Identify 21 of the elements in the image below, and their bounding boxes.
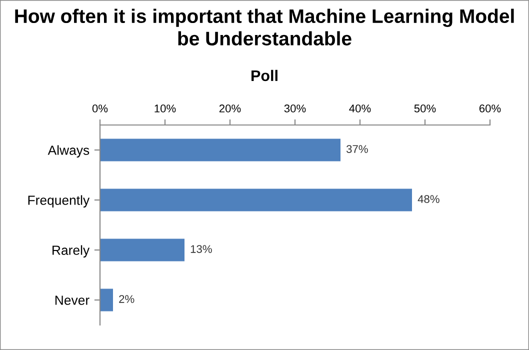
y-tick-label: Frequently (28, 195, 90, 208)
x-tick-label: 20% (219, 104, 241, 112)
data-label: 2% (119, 295, 134, 303)
x-tick-label: 50% (414, 104, 436, 112)
bar (100, 188, 412, 212)
bar (100, 288, 113, 312)
data-label: 13% (190, 245, 212, 253)
x-tick-label: 60% (479, 104, 501, 112)
y-tick-label: Rarely (52, 245, 90, 258)
data-label: 48% (418, 195, 440, 203)
y-tick-label: Always (48, 145, 90, 158)
x-tick-label: 10% (154, 104, 176, 112)
chart-title: How often it is important that Machine Learning Model be Understandable (15, 8, 514, 46)
bar (100, 138, 340, 162)
x-tick-label: 0% (92, 104, 108, 112)
y-tick-label: Never (55, 296, 90, 305)
chart-subtitle: Poll (252, 70, 278, 82)
data-label: 37% (346, 145, 368, 153)
x-tick-label: 40% (349, 104, 371, 112)
x-tick-label: 30% (284, 104, 306, 112)
bar (100, 238, 184, 262)
